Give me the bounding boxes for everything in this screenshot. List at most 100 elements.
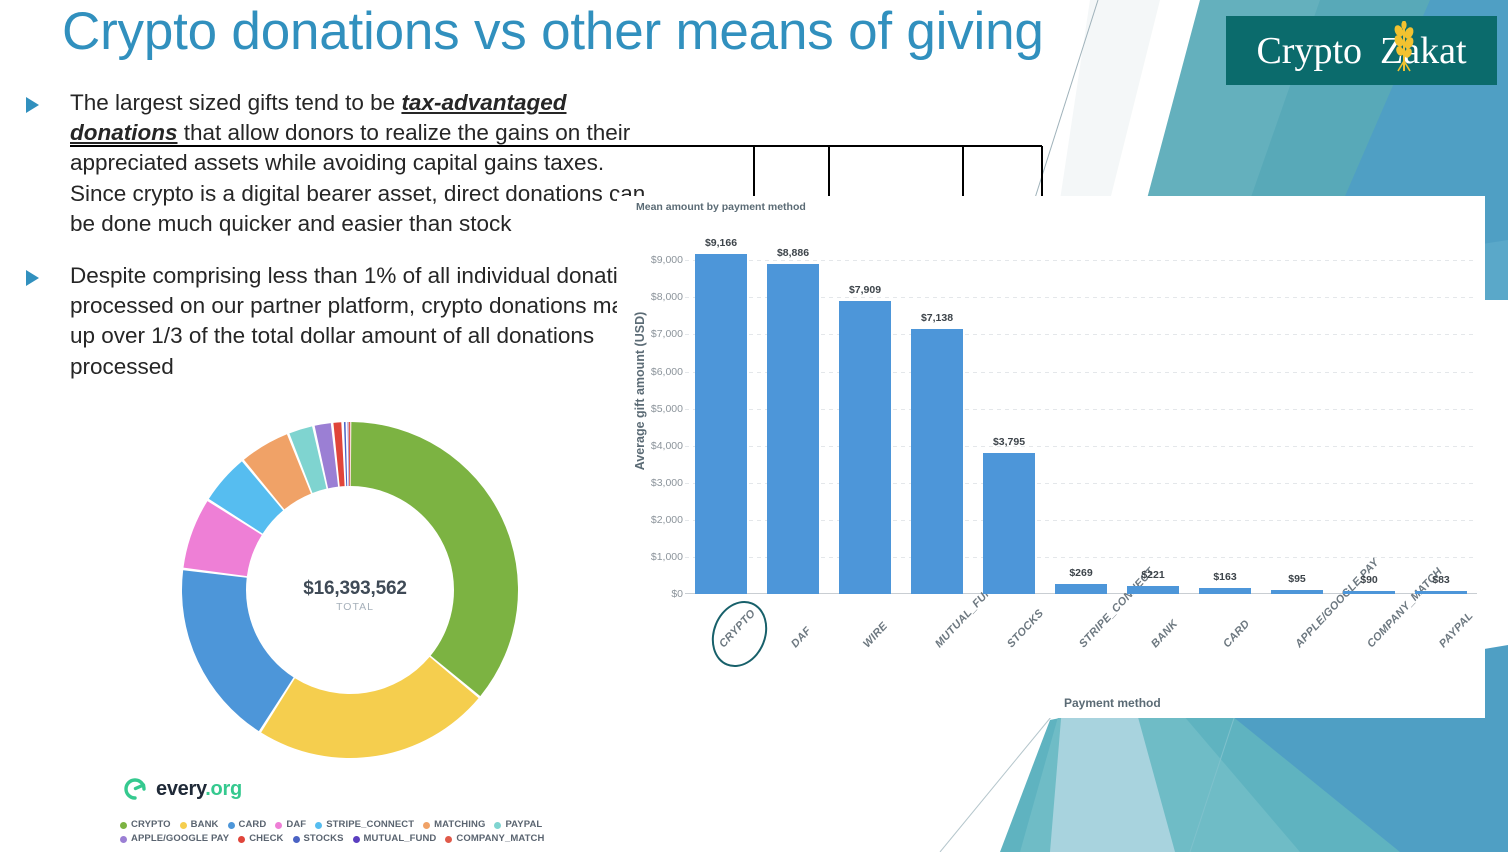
x-axis-tick-wire: WIRE — [861, 620, 891, 651]
bar-value-label: $8,886 — [776, 247, 810, 260]
donut-slice-paypal[interactable] — [289, 426, 327, 494]
bar-value-label: $9,166 — [704, 237, 738, 250]
bar-value-label: $7,909 — [848, 283, 882, 296]
bar-wire[interactable] — [839, 300, 891, 594]
y-axis-tick: $8,000 — [650, 291, 683, 304]
y-axis-tick: $7,000 — [650, 328, 683, 341]
legend-label: COMPANY_MATCH — [456, 833, 545, 844]
legend-swatch-icon — [120, 835, 127, 843]
bar-apple-google-pay[interactable] — [1271, 590, 1323, 594]
bar-value-label: $95 — [1288, 573, 1306, 586]
donut-slice-crypto[interactable] — [350, 422, 518, 697]
donut-center-label: TOTAL — [336, 601, 374, 613]
gridline — [685, 482, 1477, 484]
legend-swatch-icon — [120, 821, 127, 829]
donut-slice-company-match[interactable] — [348, 422, 351, 487]
donut-slice-stripe-connect[interactable] — [208, 461, 284, 534]
legend-item-paypal[interactable]: PAYPAL — [494, 818, 542, 832]
every-org-logo: every.org — [122, 776, 242, 802]
donut-center-amount: $16,393,562 — [303, 578, 407, 599]
brand-org: .org — [205, 777, 242, 800]
gridline — [685, 260, 1477, 262]
bullet-item-2: Despite comprising less than 1% of all i… — [22, 261, 662, 382]
legend-item-check[interactable]: CHECK — [238, 832, 283, 846]
donut-slice-apple-google-pay[interactable] — [314, 423, 339, 489]
logo-word-crypto: Crypto — [1256, 29, 1363, 72]
bar-mutual-fund[interactable] — [911, 329, 963, 594]
donut-slice-daf[interactable] — [183, 501, 262, 577]
donut-chart: $16,393,562 TOTAL — [160, 418, 550, 778]
legend-item-mutual-fund[interactable]: MUTUAL_FUND — [352, 832, 437, 846]
legend-label: MUTUAL_FUND — [363, 833, 437, 844]
bar-stripe-connect[interactable] — [1055, 584, 1107, 594]
legend-swatch-icon — [315, 821, 323, 829]
legend-label: STOCKS — [303, 833, 344, 844]
legend-swatch-icon — [227, 821, 235, 829]
donut-legend-row-2: APPLE/GOOGLE PAY CHECK STOCKS MUTUAL_FUND CO… — [120, 832, 590, 846]
donut-slice-card[interactable] — [182, 570, 294, 732]
every-org-mark-icon — [124, 778, 146, 800]
bar-chart-x-axis-label: Payment method — [1064, 696, 1161, 710]
bar-chart-y-axis-label: Average gift amount (USD) — [633, 311, 647, 471]
bullet-2-text: Despite comprising less than 1% of all i… — [70, 263, 655, 379]
bar-bank[interactable] — [1127, 585, 1179, 594]
legend-item-apple-google-pay[interactable]: APPLE/GOOGLE PAY — [120, 832, 229, 846]
legend-swatch-icon — [423, 821, 431, 829]
donut-slice-stocks[interactable] — [343, 422, 348, 487]
bar-value-label: $269 — [1069, 567, 1093, 580]
legend-swatch-icon — [292, 835, 300, 843]
legend-label: BANK — [190, 819, 219, 830]
gridline — [685, 297, 1477, 299]
legend-item-daf[interactable]: DAF — [275, 818, 306, 832]
gridline — [685, 408, 1477, 410]
legend-label: CRYPTO — [131, 819, 171, 830]
y-axis-tick: $0 — [671, 588, 683, 600]
legend-label: PAYPAL — [505, 819, 543, 830]
bullet-1-lead: The largest sized gifts tend to be — [70, 90, 402, 115]
donut-slice-check[interactable] — [333, 422, 345, 487]
donut-legend: CRYPTO BANK CARD DAF STRIPE_CONNECT MATCHING P… — [120, 818, 590, 846]
logo-word-zakat: Zakat — [1380, 29, 1467, 72]
legend-swatch-icon — [275, 821, 283, 829]
legend-item-bank[interactable]: BANK — [179, 818, 219, 832]
x-axis-tick-apple-google-pay: APPLE/GOOGLE PAY — [1293, 556, 1382, 651]
x-axis-tick-paypal: PAYPAL — [1437, 609, 1476, 651]
legend-item-company-match[interactable]: COMPANY_MATCH — [445, 832, 544, 846]
bullet-triangle-icon — [26, 270, 39, 287]
gridline — [685, 519, 1477, 521]
legend-label: CHECK — [249, 833, 284, 844]
x-axis-tick-card: CARD — [1221, 617, 1253, 651]
bullet-item-1: The largest sized gifts tend to be tax-a… — [22, 88, 662, 239]
donut-slice-mutual-fund[interactable] — [347, 422, 349, 487]
y-axis-tick: $9,000 — [650, 254, 683, 267]
y-axis-tick: $5,000 — [650, 402, 683, 415]
bullet-1-rest: that allow donors to realize the gains o… — [70, 120, 646, 236]
x-axis-tick-bank: BANK — [1149, 617, 1181, 651]
bar-daf[interactable] — [767, 264, 819, 594]
bar-paypal[interactable] — [1415, 590, 1467, 594]
page-title: Crypto donations vs other means of givin… — [62, 2, 1044, 61]
legend-item-crypto[interactable]: CRYPTO — [120, 818, 171, 832]
crypto-zakat-logo: Crypto Zakat — [1226, 16, 1497, 85]
y-axis-tick: $3,000 — [650, 476, 683, 489]
bar-crypto[interactable] — [695, 254, 747, 594]
legend-item-stripe-connect[interactable]: STRIPE_CONNECT — [315, 818, 414, 832]
legend-swatch-icon — [238, 835, 246, 843]
bar-chart-title: Mean amount by payment method — [636, 201, 806, 213]
legend-item-matching[interactable]: MATCHING — [423, 818, 485, 832]
legend-label: MATCHING — [434, 819, 486, 830]
legend-item-stocks[interactable]: STOCKS — [292, 832, 344, 846]
legend-swatch-icon — [445, 835, 453, 843]
gridline — [685, 334, 1477, 336]
bar-card[interactable] — [1199, 587, 1251, 594]
bar-company-match[interactable] — [1343, 590, 1395, 594]
donut-slice-matching[interactable] — [243, 434, 311, 510]
bar-stocks[interactable] — [983, 453, 1035, 594]
bullet-1-emphasis: tax-advantaged donations — [70, 90, 567, 146]
gridline — [685, 445, 1477, 447]
donut-slice-bank[interactable] — [261, 656, 479, 758]
legend-label: APPLE/GOOGLE PAY — [131, 833, 230, 844]
legend-item-card[interactable]: CARD — [227, 818, 267, 832]
donut-legend-row-1: CRYPTO BANK CARD DAF STRIPE_CONNECT MATCHING P… — [120, 818, 590, 832]
y-axis-tick: $2,000 — [650, 513, 683, 526]
